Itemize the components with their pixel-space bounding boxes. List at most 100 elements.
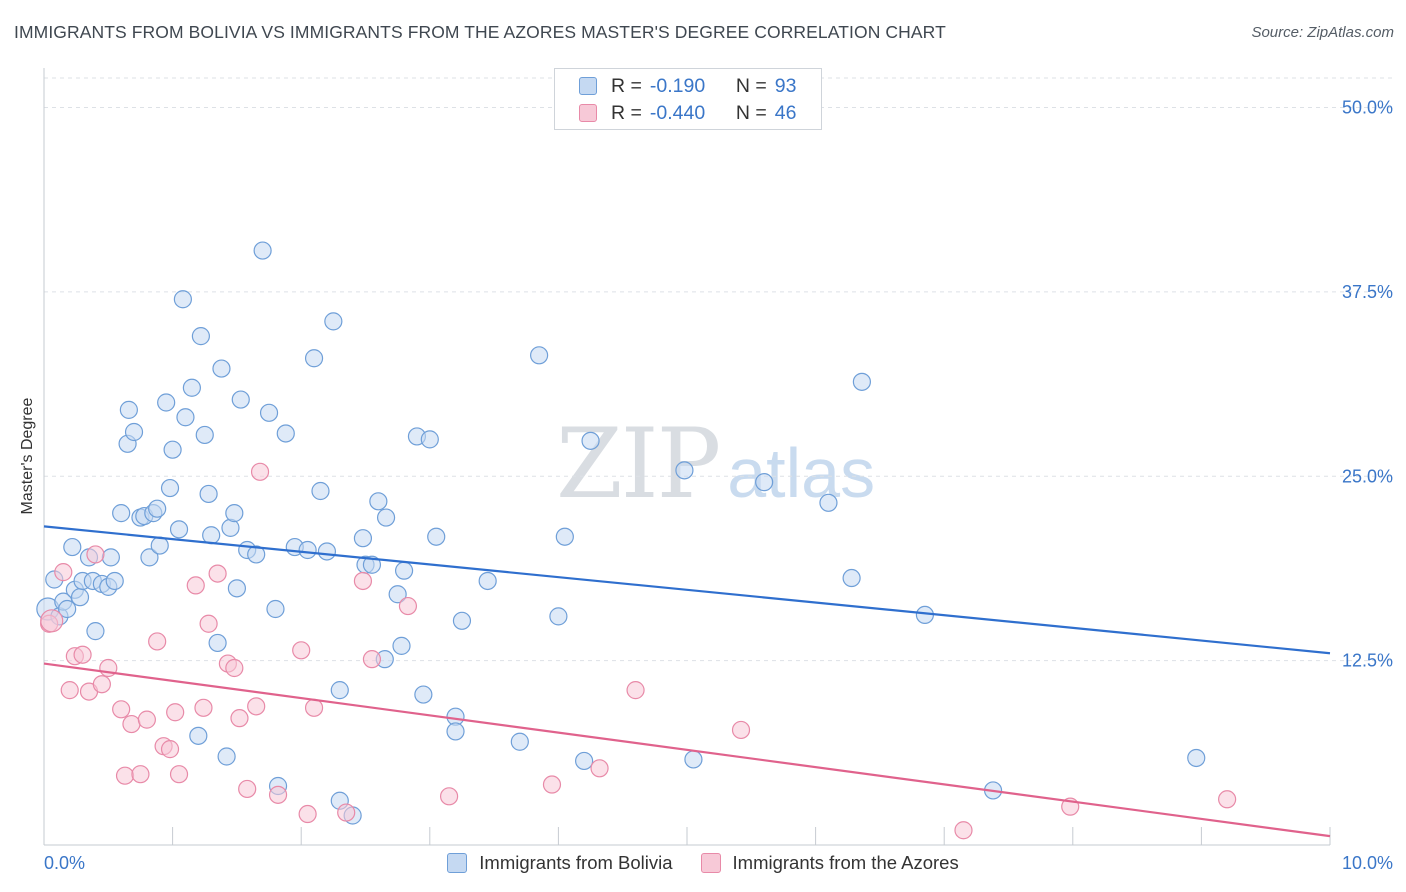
azores-point	[131, 765, 150, 784]
bolivia-point	[189, 726, 208, 745]
r-label: R =	[611, 74, 642, 97]
bolivia-point	[160, 478, 180, 498]
bolivia-point	[575, 751, 594, 771]
bolivia-point	[101, 548, 120, 567]
azores-point	[166, 703, 185, 722]
bolivia-point	[140, 548, 159, 567]
r-value: -0.190	[649, 74, 706, 97]
bolivia-point	[675, 461, 694, 480]
azores-point	[304, 698, 324, 717]
azores-point	[208, 564, 227, 583]
bolivia-point	[217, 747, 236, 766]
bolivia-point	[247, 545, 266, 564]
bolivia-point	[330, 681, 349, 700]
bolivia-point	[227, 579, 246, 598]
azores-point	[225, 658, 244, 678]
azores-swatch-icon	[579, 104, 597, 122]
azores-swatch-icon	[700, 853, 721, 873]
bolivia-point	[173, 290, 192, 309]
bolivia-point	[369, 492, 388, 511]
chart-title: IMMIGRANTS FROM BOLIVIA VS IMMIGRANTS FR…	[14, 22, 946, 42]
azores-point	[542, 775, 562, 794]
bolivia-point	[58, 599, 77, 619]
azores-point	[194, 698, 213, 717]
azores-point	[186, 576, 205, 595]
bolivia-point	[755, 473, 774, 492]
bolivia-point	[105, 571, 124, 591]
azores-point	[169, 765, 189, 784]
bolivia-point	[225, 504, 244, 523]
bolivia-trend-line	[43, 525, 1331, 655]
azores-point	[353, 571, 373, 591]
bolivia-point	[555, 527, 574, 546]
legend-label-bolivia: Immigrants from Bolivia	[479, 852, 673, 873]
azores-point	[954, 821, 973, 840]
source-note: Source: ZipAtlas.com	[1251, 24, 1394, 41]
azores-point	[439, 787, 459, 806]
series-legend: Immigrants from Bolivia Immigrants from …	[0, 852, 1406, 874]
bolivia-point	[266, 599, 285, 619]
bolivia-swatch-icon	[447, 853, 468, 873]
azores-point	[1218, 790, 1237, 809]
bolivia-point	[852, 372, 871, 391]
bolivia-point	[549, 607, 568, 626]
correlation-legend: R = -0.190 N = 93 R = -0.440 N = 46	[554, 68, 822, 130]
r-value: -0.440	[649, 101, 706, 124]
azores-point	[115, 766, 135, 785]
bolivia-point	[362, 555, 382, 574]
bolivia-point	[317, 542, 337, 561]
bolivia-point	[86, 622, 105, 641]
bolivia-point	[392, 636, 411, 655]
bolivia-point	[63, 537, 82, 557]
bolivia-point	[581, 431, 600, 450]
bolivia-point	[276, 424, 295, 443]
bolivia-point	[684, 750, 703, 769]
legend-row-azores: R = -0.440 N = 46	[555, 100, 796, 126]
watermark-zip: ZIP	[556, 408, 721, 520]
bolivia-point	[199, 484, 218, 504]
x-tick-label: 10.0%	[1342, 853, 1393, 873]
y-tick-label: 12.5%	[1342, 651, 1393, 671]
azores-trend-line	[43, 662, 1331, 838]
bolivia-point	[414, 685, 433, 704]
azores-point	[148, 632, 167, 651]
bolivia-point	[112, 504, 131, 523]
bolivia-point	[819, 493, 838, 512]
n-value: 93	[774, 74, 797, 97]
azores-point	[298, 804, 317, 824]
legend-item-bolivia[interactable]: Immigrants from Bolivia	[447, 852, 673, 874]
legend-row-bolivia: R = -0.190 N = 93	[555, 73, 796, 99]
bolivia-point	[298, 540, 317, 560]
watermark: ZIP atlas	[556, 408, 875, 520]
bolivia-point	[376, 508, 396, 527]
bolivia-point	[169, 520, 189, 539]
bolivia-point	[231, 390, 250, 409]
bolivia-point	[420, 430, 439, 449]
azores-point	[626, 681, 645, 700]
azores-point	[160, 740, 180, 759]
bolivia-point	[157, 393, 176, 412]
azores-point	[247, 697, 266, 716]
azores-point	[40, 609, 64, 633]
bolivia-point	[388, 585, 407, 604]
azores-point	[230, 709, 249, 728]
bolivia-point	[191, 327, 210, 346]
bolivia-point	[353, 529, 373, 548]
azores-point	[268, 785, 288, 804]
azores-point	[54, 563, 73, 582]
watermark-atlas: atlas	[727, 434, 876, 512]
azores-point	[86, 545, 105, 564]
bolivia-point	[212, 359, 231, 378]
bolivia-point	[311, 481, 330, 501]
n-label: N =	[735, 74, 767, 97]
azores-point	[60, 681, 79, 700]
x-tick-label: 0.0%	[44, 853, 85, 873]
y-tick-label: 25.0%	[1342, 466, 1393, 486]
y-tick-label: 50.0%	[1342, 98, 1393, 118]
legend-item-azores[interactable]: Immigrants from the Azores	[700, 852, 959, 874]
bolivia-point	[478, 571, 497, 591]
bolivia-point	[446, 722, 465, 741]
bolivia-point	[259, 403, 279, 422]
bolivia-point	[427, 527, 446, 546]
